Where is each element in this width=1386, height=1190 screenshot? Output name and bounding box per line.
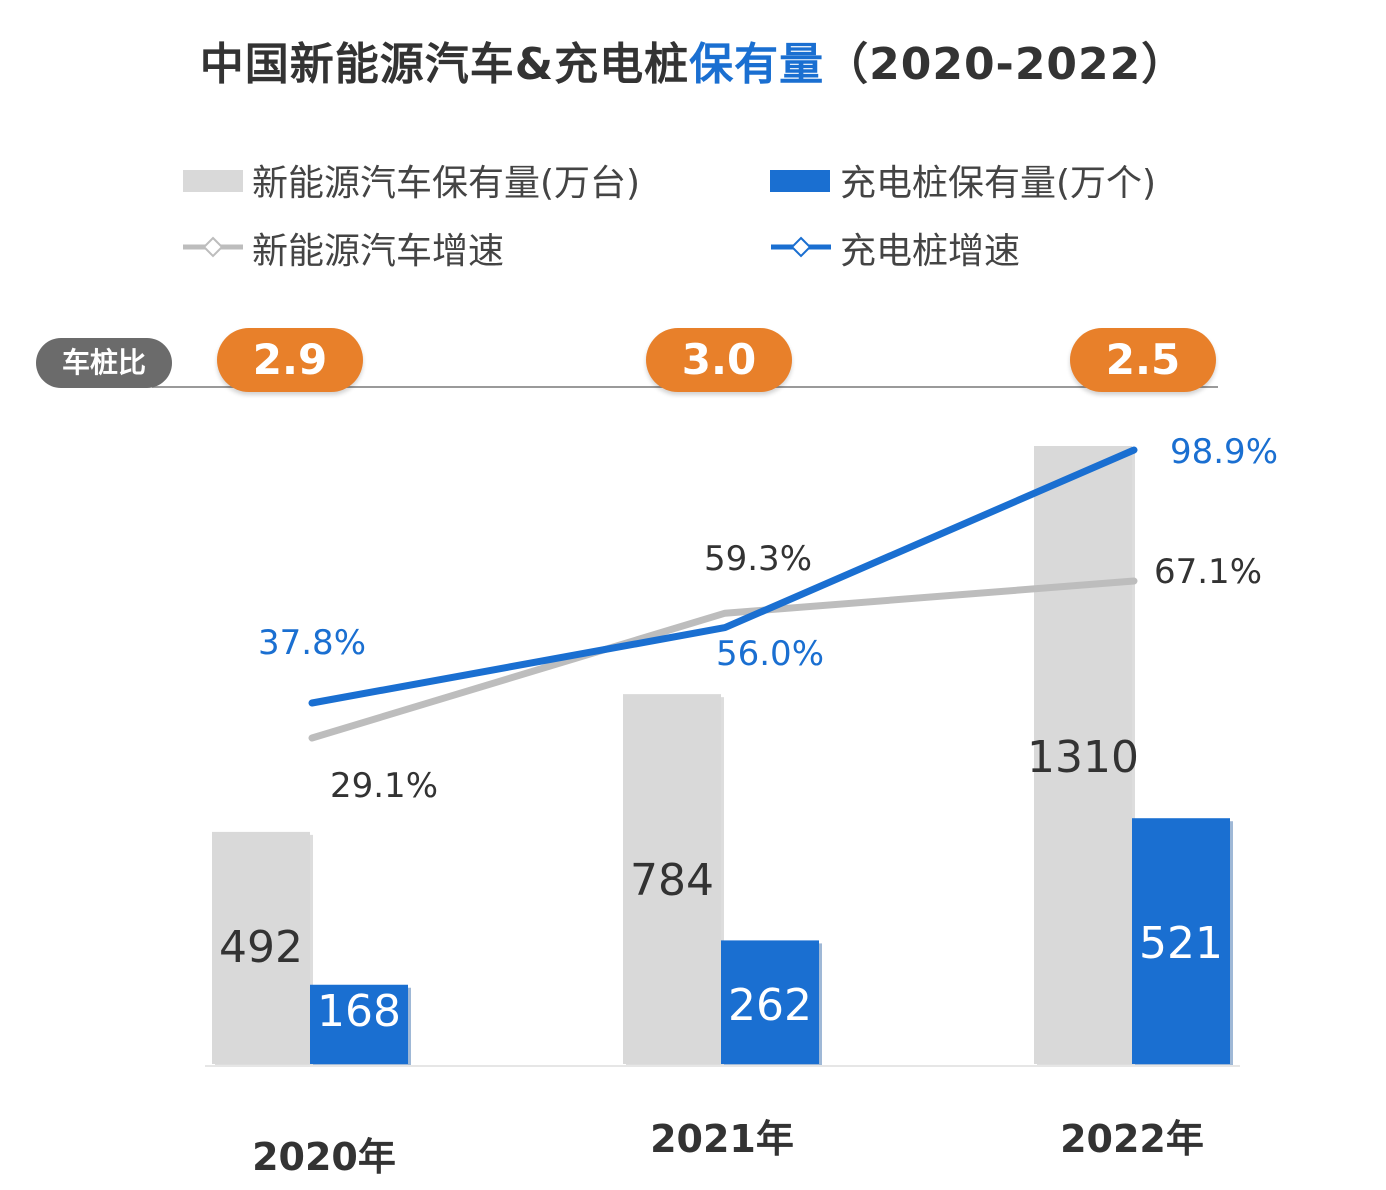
line-pile-growth — [308, 446, 1138, 707]
x-tick-2022: 2022年 — [1060, 1117, 1204, 1161]
bar-pile-label-2: 521 — [1139, 918, 1223, 969]
legend-label-ev-stock: 新能源汽车保有量(万台) — [252, 163, 641, 204]
line-ev-label-0: 29.1% — [330, 766, 438, 806]
legend-label-pile-growth: 充电桩增速 — [840, 231, 1021, 272]
bar-pile-stock-0 — [310, 984, 408, 1064]
chart-title: 中国新能源汽车&充电桩保有量（2020-2022） — [0, 28, 1386, 92]
bar-ev-stock-1 — [623, 694, 721, 1064]
x-tick-2020: 2020年 — [252, 1135, 396, 1179]
x-tick-2021: 2021年 — [650, 1117, 794, 1161]
line-pile-label-2: 98.9% — [1170, 432, 1278, 472]
line-ev-label-2: 67.1% — [1154, 552, 1262, 592]
bar-ev-label-0: 492 — [219, 922, 303, 973]
bar-ev-label-1: 784 — [630, 855, 714, 906]
bar-pile-stock-1 — [721, 940, 819, 1064]
bar-pile-stock-2 — [1132, 818, 1230, 1064]
legend-swatch-pile-stock — [770, 170, 830, 192]
line-ev-label-1: 59.3% — [704, 539, 812, 579]
ratio-pill-2022: 2.5 — [1070, 328, 1216, 392]
line-pile-label-0: 37.8% — [258, 623, 366, 663]
bar-ev-label-2: 1310 — [1027, 732, 1139, 783]
ratio-label: 车桩比 — [36, 338, 172, 388]
legend-label-ev-growth: 新能源汽车增速 — [252, 231, 505, 272]
legend: 新能源汽车保有量(万台) 充电桩保有量(万个) 新能源汽车增速 充电桩增速 — [0, 0, 1386, 300]
title-part3: （2020-2022） — [824, 39, 1187, 90]
bar-ev-stock-0 — [212, 831, 310, 1064]
bar-pile-label-1: 262 — [728, 980, 812, 1031]
legend-label-pile-stock: 充电桩保有量(万个) — [840, 163, 1157, 204]
line-pile-label-1: 56.0% — [716, 634, 824, 674]
legend-swatch-ev-growth — [183, 236, 243, 258]
legend-swatch-pile-growth — [771, 236, 831, 258]
ratio-pill-2020: 2.9 — [217, 328, 363, 392]
bar-pile-label-0: 168 — [317, 986, 401, 1037]
title-highlight: 保有量 — [689, 39, 825, 90]
ratio-pill-2021: 3.0 — [646, 328, 792, 392]
line-ev-growth — [308, 577, 1138, 742]
legend-swatch-ev-stock — [183, 170, 243, 192]
title-part1: 中国新能源汽车&充电桩 — [199, 39, 690, 90]
bar-ev-stock-2 — [1034, 446, 1132, 1064]
